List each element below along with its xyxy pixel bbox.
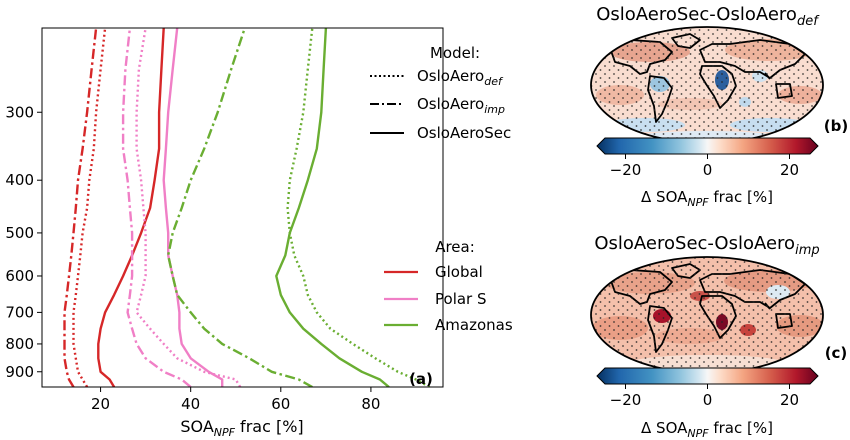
legend-label-sec: OsloAeroSec bbox=[417, 124, 511, 142]
x-tick-label: 60 bbox=[271, 395, 290, 413]
model-legend-title: Model: bbox=[430, 44, 480, 62]
legend-label-imp: OsloAeroimp bbox=[417, 95, 505, 116]
series-line-amazonas-solid bbox=[275, 28, 390, 387]
x-tick-label: 20 bbox=[91, 395, 110, 413]
series-line-amazonas-dotted bbox=[286, 28, 431, 387]
colorbar-tick-label: 0 bbox=[703, 391, 713, 409]
y-tick-label: 800 bbox=[5, 335, 34, 353]
y-tick-label: 600 bbox=[5, 267, 34, 285]
legend-label-polar-s: Polar S bbox=[435, 290, 487, 308]
series-line-global-dashdot bbox=[63, 28, 98, 387]
panel-tag-c: (c) bbox=[825, 344, 848, 362]
colorbar-b: −20 0 20 Δ SOANPF frac [%] bbox=[596, 137, 819, 209]
map-title-c: OsloAeroSec-OsloAeroimp bbox=[594, 233, 819, 258]
x-tick-label: 40 bbox=[181, 395, 200, 413]
y-tick-label: 500 bbox=[5, 224, 34, 242]
map-field-c bbox=[591, 257, 823, 373]
panel-tag-b: (b) bbox=[824, 117, 848, 135]
profile-series-group bbox=[63, 28, 431, 387]
colorbar-tick-label: −20 bbox=[610, 161, 642, 179]
model-legend-entry: OsloAerodef bbox=[370, 67, 504, 88]
plot-frame bbox=[41, 27, 444, 388]
colorbar-label-c: Δ SOANPF frac [%] bbox=[641, 419, 773, 440]
legend-label-amazonas: Amazonas bbox=[435, 316, 513, 334]
profile-chart: 20 40 60 80 300 400 500 600 700 800 900 SOANPF fr… bbox=[5, 27, 513, 439]
series-line-polar-s-dashdot bbox=[121, 28, 192, 387]
series-line-global-dotted bbox=[72, 28, 107, 387]
colorbar-tick-label: −20 bbox=[610, 391, 642, 409]
area-legend: Area: Global Polar S Amazonas bbox=[384, 238, 513, 334]
colorbar-tick-label: 20 bbox=[780, 161, 799, 179]
series-line-global-solid bbox=[97, 28, 165, 387]
y-tick-label: 300 bbox=[5, 103, 34, 121]
colorbar-c: −20 0 20 Δ SOANPF frac [%] bbox=[596, 367, 819, 440]
series-line-polar-s-dotted bbox=[135, 28, 242, 387]
series-line-amazonas-dashdot bbox=[167, 28, 313, 387]
y-tick-label: 400 bbox=[5, 171, 34, 189]
map-panel-b: OsloAeroSec-OsloAerodef bbox=[590, 4, 848, 209]
y-tick-label: 900 bbox=[5, 363, 34, 381]
panel-tag-a: (a) bbox=[409, 370, 433, 388]
colorbar-bar-b bbox=[596, 137, 819, 155]
colorbar-ticks-c: −20 0 20 bbox=[610, 384, 799, 409]
colorbar-ticks-b: −20 0 20 bbox=[610, 154, 799, 179]
colorbar-label-b: Δ SOANPF frac [%] bbox=[641, 188, 773, 209]
x-tick-label: 80 bbox=[361, 395, 380, 413]
series-line-polar-s-solid bbox=[162, 28, 224, 387]
x-axis-label: SOANPF frac [%] bbox=[180, 417, 303, 439]
model-legend-entry: OsloAeroSec bbox=[370, 124, 511, 142]
x-tick-group: 20 40 60 80 bbox=[91, 387, 380, 413]
model-legend: Model: OsloAerodef OsloAeroimp OsloAeroS… bbox=[370, 44, 511, 142]
colorbar-tick-label: 0 bbox=[703, 161, 713, 179]
legend-label-global: Global bbox=[435, 263, 483, 281]
model-legend-entry: OsloAeroimp bbox=[370, 95, 505, 116]
area-legend-title: Area: bbox=[435, 238, 475, 256]
map-title-b: OsloAeroSec-OsloAerodef bbox=[596, 4, 820, 29]
colorbar-bar-c bbox=[596, 367, 819, 385]
legend-label-def: OsloAerodef bbox=[417, 67, 504, 88]
map-panel-c: OsloAeroSec-OsloAeroimp bbox=[590, 233, 847, 440]
y-tick-group: 300 400 500 600 700 800 900 bbox=[5, 103, 42, 381]
colorbar-tick-label: 20 bbox=[780, 391, 799, 409]
y-tick-label: 700 bbox=[5, 303, 34, 321]
